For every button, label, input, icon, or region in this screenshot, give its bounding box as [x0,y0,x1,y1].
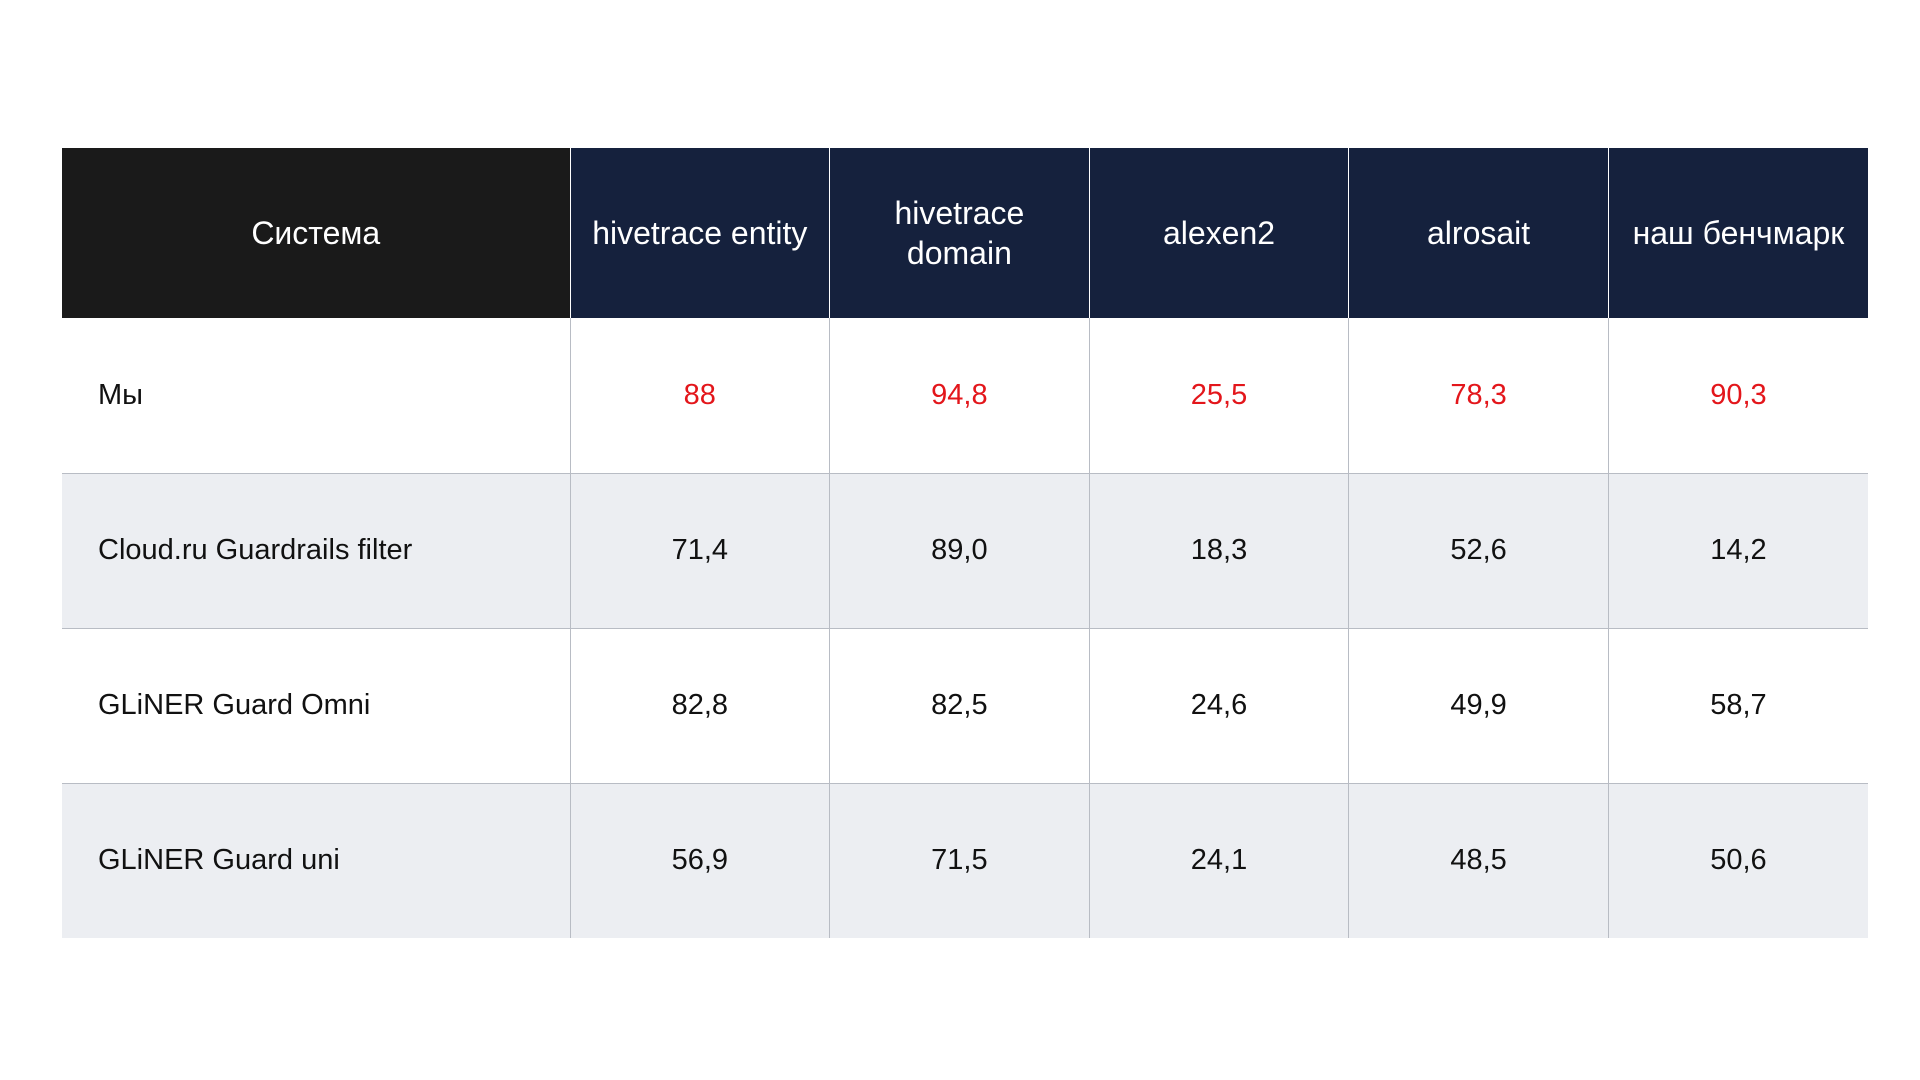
table-cell: 88 [569,318,830,474]
table-cell: 49,9 [1348,628,1609,784]
table-cell: 18,3 [1088,473,1349,629]
results-table: Система hivetrace entity hivetrace domai… [62,148,1868,938]
column-header-hivetrace-domain: hivetrace domain [829,148,1090,318]
table-cell: 58,7 [1607,628,1868,784]
table-row: GLiNER Guard Omni 82,8 82,5 24,6 49,9 58… [62,628,1868,784]
table-cell: 82,5 [829,628,1090,784]
table-cell: 50,6 [1607,783,1868,938]
table-cell: 78,3 [1348,318,1609,474]
row-system-name: GLiNER Guard Omni [62,628,570,784]
table-header-row: Система hivetrace entity hivetrace domai… [62,148,1868,318]
column-header-alrosait: alrosait [1348,148,1609,318]
table-cell: 90,3 [1607,318,1868,474]
table-row: GLiNER Guard uni 56,9 71,5 24,1 48,5 50,… [62,783,1868,938]
table-cell: 71,4 [569,473,830,629]
results-table-container: Система hivetrace entity hivetrace domai… [62,148,1868,938]
table-cell: 14,2 [1607,473,1868,629]
table-cell: 25,5 [1088,318,1349,474]
column-header-alexen2: alexen2 [1088,148,1349,318]
row-system-name: Cloud.ru Guardrails filter [62,473,570,629]
column-header-hivetrace-entity: hivetrace entity [569,148,830,318]
table-row: Мы 88 94,8 25,5 78,3 90,3 [62,318,1868,474]
row-system-name: Мы [62,318,570,474]
column-header-system: Система [62,148,570,318]
table-cell: 89,0 [829,473,1090,629]
table-cell: 48,5 [1348,783,1609,938]
table-cell: 24,1 [1088,783,1349,938]
table-cell: 94,8 [829,318,1090,474]
row-system-name: GLiNER Guard uni [62,783,570,938]
table-row: Cloud.ru Guardrails filter 71,4 89,0 18,… [62,473,1868,629]
table-cell: 71,5 [829,783,1090,938]
table-cell: 52,6 [1348,473,1609,629]
table-cell: 56,9 [569,783,830,938]
column-header-our-benchmark: наш бенчмарк [1607,148,1868,318]
table-cell: 24,6 [1088,628,1349,784]
table-cell: 82,8 [569,628,830,784]
